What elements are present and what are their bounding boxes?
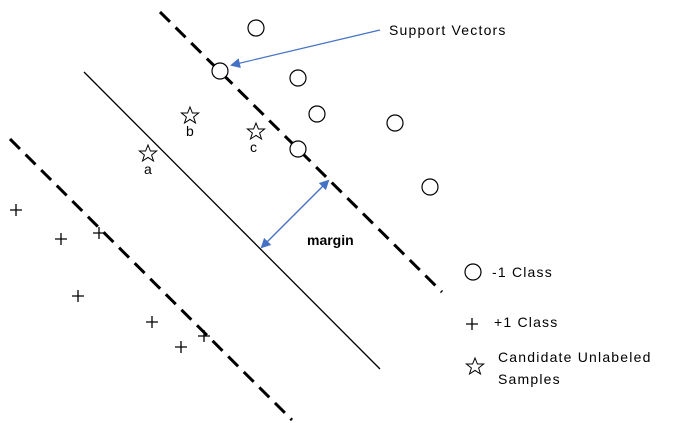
- legend-circle-icon: [464, 263, 482, 281]
- margin-arrow: [292, 179, 330, 217]
- minus-class-point: [247, 19, 265, 37]
- candidate-star-icon: [137, 143, 159, 163]
- plus-class-point: [10, 204, 22, 216]
- minus-class-points: [211, 19, 439, 196]
- margin-label: margin: [307, 232, 354, 248]
- legend-candidate-label-line1: Candidate Unlabeled: [498, 349, 652, 365]
- candidate-star-icon: [245, 121, 267, 141]
- plus-class-point: [146, 316, 158, 328]
- minus-class-point: [421, 178, 439, 196]
- minus-class-point: [386, 114, 404, 132]
- support-vector-arrow: [230, 29, 381, 69]
- plus-class-points: [10, 204, 210, 353]
- plus-class-point: [175, 341, 187, 353]
- support-vector-point: [211, 62, 229, 80]
- decision-boundary: [83, 71, 381, 370]
- lower-margin-boundary: [8, 137, 294, 422]
- candidate-label-b: b: [186, 123, 194, 139]
- legend-candidate-label-line2: Samples: [498, 371, 561, 387]
- plus-class-point: [72, 290, 84, 302]
- plus-class-point: [55, 233, 67, 245]
- legend-star-icon: [464, 356, 486, 376]
- margin-arrow: [260, 215, 294, 249]
- legend-plus-class-label: +1 Class: [494, 314, 558, 330]
- legend: -1 Class +1 Class Candidate Unlabeled Sa…: [464, 263, 652, 387]
- legend-plus-icon: [466, 318, 478, 330]
- support-vector-point: [289, 140, 307, 158]
- support-vectors-label: Support Vectors: [389, 22, 507, 38]
- candidate-star-icon: [179, 105, 201, 125]
- candidate-label-a: a: [144, 161, 152, 177]
- plus-class-point: [93, 227, 105, 239]
- candidate-label-c: c: [250, 139, 257, 155]
- candidate-points: [137, 105, 267, 163]
- legend-minus-class-label: -1 Class: [492, 264, 553, 280]
- plus-class-point: [198, 330, 210, 342]
- minus-class-point: [289, 69, 307, 87]
- minus-class-point: [308, 105, 326, 123]
